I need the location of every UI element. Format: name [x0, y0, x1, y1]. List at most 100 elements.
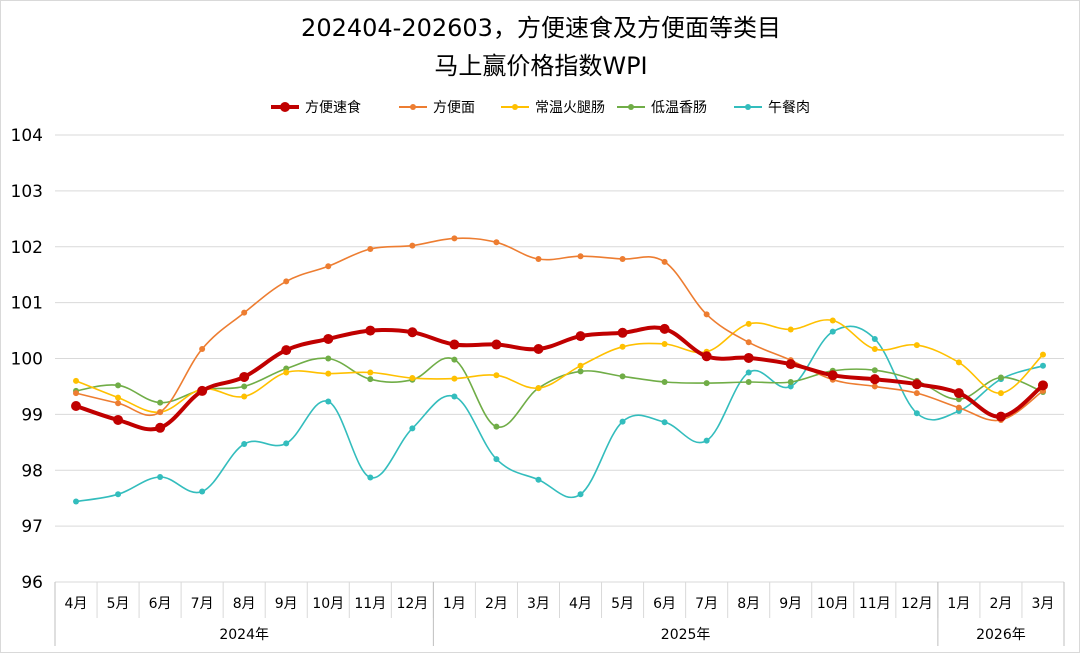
series-2-point [325, 370, 332, 377]
series-3-point [787, 378, 794, 385]
series-3-point [493, 423, 500, 430]
series-0-point [197, 385, 208, 396]
series-4-point [703, 437, 710, 444]
series-2-point [451, 375, 458, 382]
series-2-point [1039, 351, 1046, 358]
series-1-point [241, 309, 248, 316]
series-4-point [535, 476, 542, 483]
series-3-point [577, 368, 584, 375]
series-2-point [493, 372, 500, 379]
series-1-point [745, 339, 752, 346]
legend-item: 方便速食 [271, 99, 361, 116]
series-4-point [409, 425, 416, 432]
series-3-point [325, 355, 332, 362]
series-2-point [241, 393, 248, 400]
x-tick-label: 12月 [901, 596, 933, 612]
series-2-point [577, 362, 584, 369]
series-1-point [283, 278, 290, 285]
series-1-point [115, 400, 122, 407]
x-tick-label: 7月 [191, 596, 214, 612]
legend-item: 低温香肠 [617, 100, 707, 116]
x-tick-label: 2月 [485, 596, 508, 612]
legend-marker [628, 104, 634, 110]
series-2-point [997, 390, 1004, 397]
series-0-point [995, 411, 1006, 422]
series-4-point [661, 419, 668, 426]
legend-marker [280, 102, 290, 112]
legend-item: 方便面 [399, 100, 475, 116]
series-1-point [661, 258, 668, 265]
series-2-point [409, 375, 416, 382]
year-label: 2026年 [976, 627, 1026, 643]
series-0-point [785, 359, 796, 370]
x-tick-label: 5月 [107, 596, 130, 612]
legend-item: 常温火腿肠 [501, 100, 605, 116]
y-tick-label: 96 [21, 573, 43, 593]
series-1-point [367, 245, 374, 252]
series-0-point [953, 388, 964, 399]
series-2-point [955, 359, 962, 366]
series-3-point [367, 376, 374, 383]
series-0-point [491, 339, 502, 350]
series-4-point [73, 498, 80, 505]
series-0-point [239, 371, 250, 382]
series-3-point [661, 378, 668, 385]
series-3-point [157, 399, 164, 406]
series-2-point [73, 377, 80, 384]
y-tick-label: 101 [11, 294, 43, 314]
series-3-point [871, 367, 878, 374]
x-tick-label: 7月 [695, 596, 718, 612]
series-0-point [449, 339, 460, 350]
series-2-point [535, 385, 542, 392]
series-1-point [577, 253, 584, 260]
year-label: 2024年 [219, 627, 269, 643]
series-4-point [157, 473, 164, 480]
x-tick-label: 1月 [443, 596, 466, 612]
series-3-point [241, 383, 248, 390]
series-1-point [535, 256, 542, 263]
x-tick-label: 9月 [275, 596, 298, 612]
chart-title-line1: 202404-202603，方便速食及方便面等类目 [301, 14, 781, 42]
series-4-point [283, 440, 290, 447]
series-4-point [493, 456, 500, 463]
x-tick-label: 10月 [817, 596, 849, 612]
series-4-point [913, 410, 920, 417]
legend-label: 低温香肠 [651, 100, 707, 116]
series-0-point [533, 344, 544, 355]
x-tick-label: 11月 [859, 596, 891, 612]
series-2-point [745, 320, 752, 327]
series-2-point [367, 369, 374, 376]
series-3-point [115, 382, 122, 389]
series-3-point [451, 356, 458, 363]
x-tick-label: 3月 [527, 596, 550, 612]
x-tick-label: 1月 [947, 596, 970, 612]
x-tick-label: 6月 [149, 596, 172, 612]
series-2-point [829, 317, 836, 324]
legend-item: 午餐肉 [734, 100, 810, 116]
series-4-point [367, 474, 374, 481]
x-tick-label: 2月 [989, 596, 1012, 612]
y-tick-label: 102 [11, 238, 43, 258]
series-3-point [703, 380, 710, 387]
series-4-point [325, 398, 332, 405]
series-0-point [659, 323, 670, 334]
series-4-point [787, 383, 794, 390]
series-4-point [745, 369, 752, 376]
series-1-point [913, 390, 920, 397]
series-1-point [955, 404, 962, 411]
x-tick-label: 5月 [611, 596, 634, 612]
x-tick-label: 4月 [569, 596, 592, 612]
chart-title-line2: 马上赢价格指数WPI [434, 52, 648, 80]
series-4-point [871, 335, 878, 342]
series-1-point [199, 346, 206, 353]
series-line-1 [75, 237, 1044, 422]
year-label: 2025年 [661, 627, 711, 643]
series-0-point [155, 422, 166, 433]
series-4-point [199, 488, 206, 495]
y-tick-label: 103 [11, 182, 43, 202]
series-3-point [619, 373, 626, 380]
series-4-point [1039, 362, 1046, 369]
x-tick-label: 11月 [354, 596, 386, 612]
